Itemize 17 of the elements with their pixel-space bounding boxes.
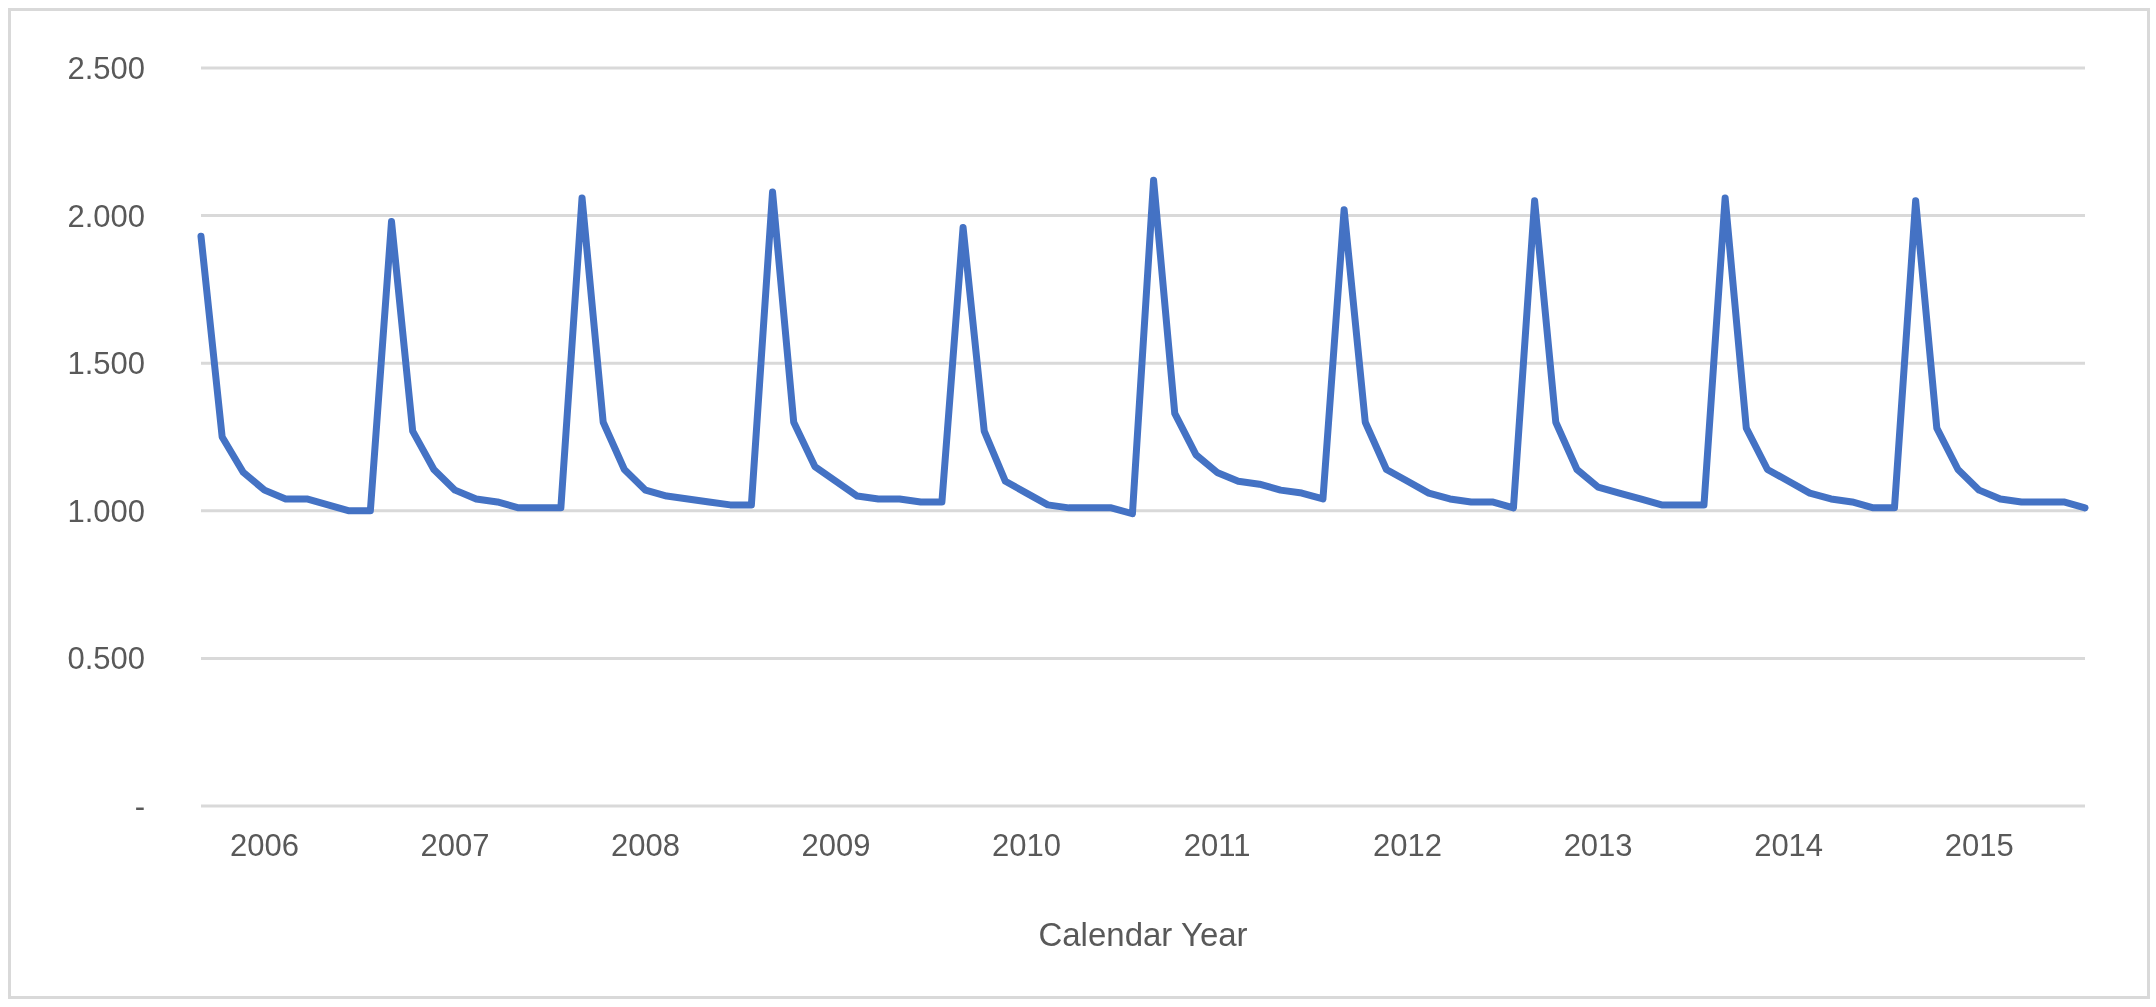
y-tick-label: 1.500: [67, 346, 145, 382]
x-tick-label: 2013: [1563, 828, 1633, 864]
x-tick-label: 2014: [1754, 828, 1824, 864]
x-tick-label: 2010: [992, 828, 1062, 864]
x-tick-label: 2009: [801, 828, 871, 864]
x-tick-label: 2007: [420, 828, 490, 864]
x-tick-label: 2011: [1183, 828, 1251, 864]
x-tick-label: 2008: [611, 828, 681, 864]
x-tick-label: 2006: [230, 828, 299, 864]
x-tick-label: 2015: [1944, 828, 2014, 864]
y-tick-label: 0.500: [67, 641, 145, 677]
x-tick-label: 2012: [1373, 828, 1443, 864]
y-tick-label: 1.000: [67, 493, 145, 529]
y-tick-label: 2.000: [67, 198, 145, 234]
y-tick-label: 2.500: [67, 51, 145, 86]
y-tick-label: -: [134, 789, 145, 825]
x-axis-title: Calendar Year: [1038, 916, 1248, 953]
